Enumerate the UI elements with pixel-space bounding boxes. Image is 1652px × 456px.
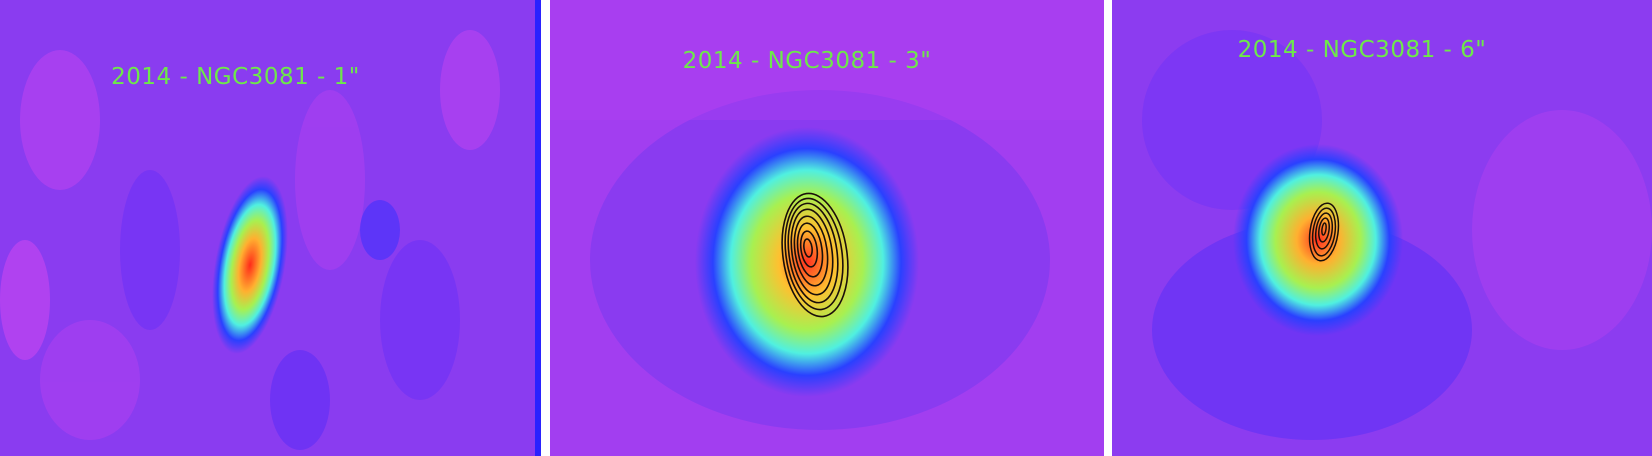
radio-map-2: [550, 0, 1104, 456]
panel-edge: [535, 0, 541, 456]
panel-label: 2014 - NGC3081 - 1": [111, 64, 360, 90]
panel-label: 2014 - NGC3081 - 6": [1237, 37, 1487, 63]
image-panel-3: 2014 - NGC3081 - 6": [1112, 0, 1652, 456]
image-panel-2: 2014 - NGC3081 - 3": [550, 0, 1104, 456]
contours: [1308, 202, 1340, 262]
source-blob: [1233, 144, 1403, 336]
contours: [781, 192, 849, 318]
panel-label: 2014 - NGC3081 - 3": [682, 48, 932, 74]
radio-map-1: [0, 0, 541, 456]
source-blob: [212, 176, 288, 354]
radio-map-3: [1112, 0, 1652, 456]
image-panel-1: 2014 - NGC3081 - 1": [0, 0, 541, 456]
source-blob: [695, 127, 919, 397]
